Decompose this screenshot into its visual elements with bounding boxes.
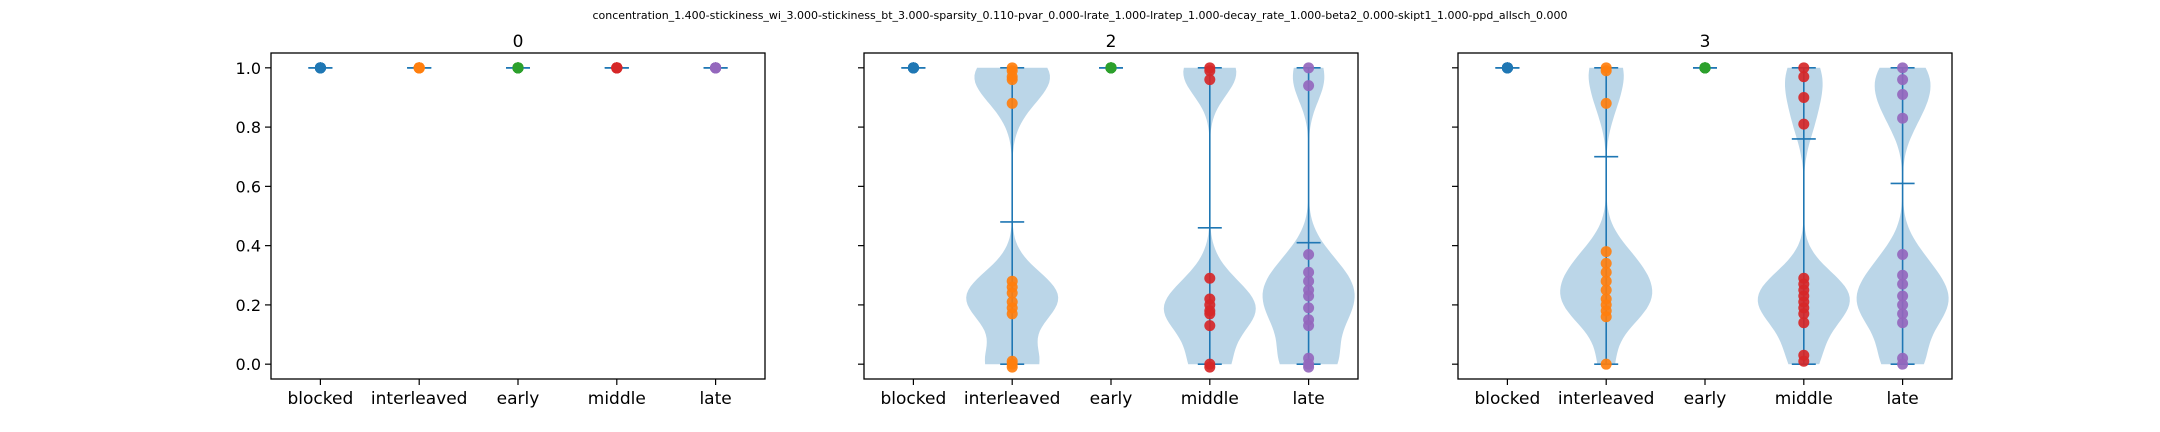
data-point-interleaved [1600,246,1612,258]
data-point-late [1303,266,1315,278]
x-tick-label: interleaved [964,389,1061,409]
data-point-late [1303,62,1315,74]
data-point-middle [1798,308,1810,320]
data-point-interleaved [1600,97,1612,109]
data-point-late [1897,290,1909,302]
data-point-early [1699,62,1711,74]
data-point-middle [1204,308,1216,320]
x-tick-label: blocked [881,389,947,409]
data-point-interleaved [1006,97,1018,109]
data-point-middle [1204,272,1216,284]
data-point-middle [1204,74,1216,86]
x-tick-label: interleaved [1558,389,1655,409]
data-point-interleaved [413,62,425,74]
data-point-middle [1204,65,1216,77]
x-tick-label: middle [1181,389,1239,409]
data-point-interleaved [1006,308,1018,320]
x-tick-label: late [699,389,731,409]
y-tick-label: 0.2 [236,296,261,315]
data-point-middle [1798,317,1810,329]
data-point-late [1897,278,1909,290]
panels: 0 0.0 0.2 0.4 0.6 0.8 1.0 blocked interleaved ear… [236,32,1953,409]
x-tick-label: late [1292,389,1324,409]
data-point-interleaved [1600,358,1612,370]
panel-1: 2 blocked interleaved early middle late [858,32,1359,409]
data-point-late [1303,290,1315,302]
data-point-late [1897,88,1909,100]
data-point-middle [1798,62,1810,74]
data-point-late [1897,308,1909,320]
data-point-late [1897,299,1909,311]
data-point-interleaved [1006,287,1018,299]
panel-title: 0 [513,32,524,52]
data-point-late [1897,74,1909,86]
data-point-late [1303,249,1315,261]
data-point-late [1897,269,1909,281]
x-tick-label: middle [1775,389,1833,409]
x-tick-label: early [497,389,540,409]
data-point-early [1105,62,1117,74]
data-point-interleaved [1600,65,1612,77]
figure-suptitle: concentration_1.400-stickiness_wi_3.000-… [593,9,1568,22]
data-point-middle [1204,320,1216,332]
data-point-interleaved [1006,361,1018,373]
data-point-middle [1204,361,1216,373]
data-point-late [1303,320,1315,332]
axes-frame [1457,52,1953,380]
x-tick-label: blocked [1475,389,1541,409]
y-tick-label: 0.0 [236,355,261,374]
data-point-early [512,62,524,74]
data-point-blocked [1501,62,1513,74]
x-tick-label: early [1090,389,1133,409]
y-tick-label: 0.6 [236,177,261,196]
panel-title: 3 [1700,32,1711,52]
data-point-middle [1798,91,1810,103]
data-point-interleaved [1600,275,1612,287]
x-tick-label: blocked [288,389,354,409]
data-point-late [1897,317,1909,329]
data-point-late [1303,80,1315,92]
data-point-middle [1798,355,1810,367]
data-point-interleaved [1600,284,1612,296]
data-point-interleaved [1600,311,1612,323]
data-point-blocked [314,62,326,74]
x-tick-label: interleaved [371,389,468,409]
y-tick-label: 0.4 [236,237,261,256]
data-point-middle [1798,71,1810,83]
y-tick-label: 1.0 [236,59,261,78]
data-point-middle [1798,118,1810,130]
panel-title: 2 [1106,32,1117,52]
data-point-late [1303,302,1315,314]
data-point-late [1897,112,1909,124]
axes-frame [863,52,1359,380]
panel-2: 3 blocked interleaved early middle late [1452,32,1953,409]
x-tick-label: middle [588,389,646,409]
data-point-late [1897,62,1909,74]
data-point-late [1303,361,1315,373]
data-point-blocked [907,62,919,74]
x-tick-label: late [1886,389,1918,409]
data-point-middle [611,62,623,74]
axes-frame [270,52,766,380]
x-tick-label: early [1684,389,1727,409]
data-point-late [1303,275,1315,287]
data-point-late [1897,249,1909,261]
panel-0: 0 0.0 0.2 0.4 0.6 0.8 1.0 blocked interleaved ear… [236,32,766,409]
data-point-interleaved [1006,74,1018,86]
y-tick-label: 0.8 [236,118,261,137]
data-point-interleaved [1600,257,1612,269]
data-point-interleaved [1600,266,1612,278]
data-point-late [1897,358,1909,370]
data-point-late [710,62,722,74]
